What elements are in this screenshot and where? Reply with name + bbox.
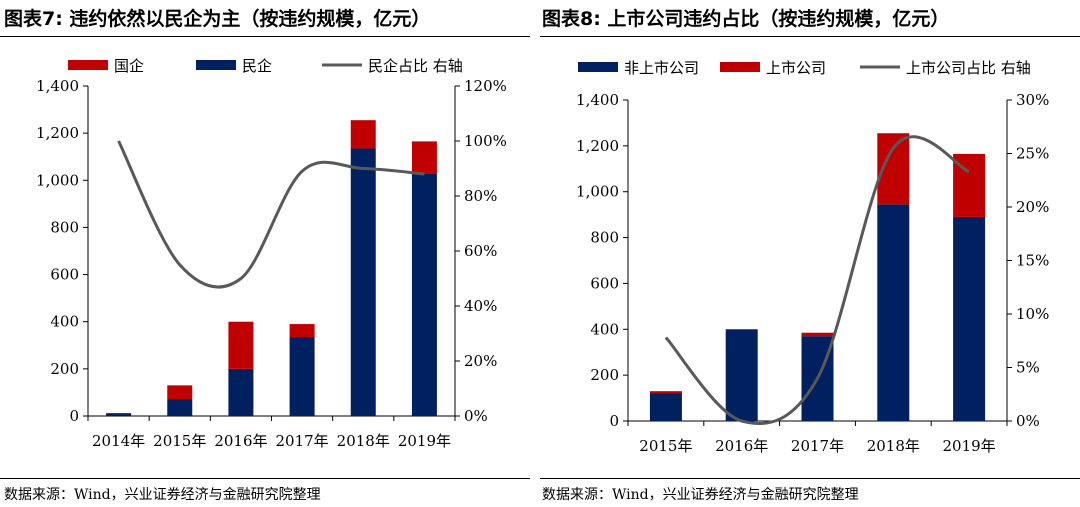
legend-swatch-上市公司 (720, 62, 760, 72)
bar-民企-2015年 (167, 400, 192, 417)
x-tick-label: 2017年 (275, 432, 328, 450)
x-tick-label: 2015年 (639, 437, 692, 455)
y-left-tick-label: 600 (590, 274, 619, 292)
y-right-tick-label: 25% (1016, 145, 1049, 163)
x-tick-label: 2017年 (791, 437, 844, 455)
bar-国企-2019年 (412, 141, 437, 173)
legend-label-国企: 国企 (114, 57, 144, 75)
y-right-tick-label: 5% (1016, 359, 1040, 377)
legend-label-民企占比 右轴: 民企占比 右轴 (368, 57, 463, 75)
legend-label-民企: 民企 (242, 57, 272, 75)
bar-民企-2014年 (106, 413, 131, 416)
y-right-tick-label: 80% (464, 187, 497, 205)
y-left-tick-label: 600 (50, 266, 79, 284)
y-right-tick-label: 0% (1016, 412, 1040, 430)
bar-非上市公司-2019年 (953, 217, 985, 421)
bar-民企-2018年 (351, 148, 376, 416)
figure-7-chart: 0 200 400 600 800 1,000 1,200 1,400 0% 20% 40% 60% 8… (0, 40, 530, 472)
y-left-tick-label: 1,200 (576, 137, 619, 155)
y-right-tick-label: 40% (464, 297, 497, 315)
legend-label-上市公司占比 右轴: 上市公司占比 右轴 (906, 59, 1031, 77)
figure-7-panel: 图表7: 违约依然以民企为主（按违约规模，亿元） 0 200 400 600 800 1,… (0, 0, 540, 507)
y-right-tick-label: 15% (1016, 252, 1049, 270)
figure-8-source: 数据来源：Wind，兴业证券经济与金融研究院整理 (542, 484, 859, 504)
legend-swatch-国企 (68, 60, 108, 70)
bar-国企-2017年 (290, 324, 315, 337)
y-left-tick-label: 200 (50, 360, 79, 378)
y-right-tick-label: 120% (464, 77, 507, 95)
y-left-tick-label: 200 (590, 366, 619, 384)
x-tick-label: 2016年 (715, 437, 768, 455)
bar-非上市公司-2018年 (877, 204, 909, 421)
x-tick-label: 2018年 (867, 437, 920, 455)
bar-民企-2019年 (412, 173, 437, 416)
y-left-tick-label: 800 (590, 229, 619, 247)
bar-非上市公司-2016年 (726, 329, 758, 421)
legend-label-上市公司: 上市公司 (766, 59, 826, 77)
series-line-上市公司占比 右轴 (666, 137, 969, 424)
figure-7-title: 图表7: 违约依然以民企为主（按违约规模，亿元） (4, 4, 430, 31)
y-right-tick-label: 20% (1016, 198, 1049, 216)
y-right-tick-label: 0% (464, 407, 488, 425)
x-tick-label: 2014年 (92, 432, 145, 450)
bar-国企-2015年 (167, 385, 192, 399)
y-right-tick-label: 30% (1016, 91, 1049, 109)
legend-swatch-非上市公司 (578, 62, 618, 72)
x-tick-label: 2015年 (153, 432, 206, 450)
bar-民企-2016年 (228, 369, 253, 416)
figure-7-source: 数据来源：Wind，兴业证券经济与金融研究院整理 (4, 484, 321, 504)
y-right-tick-label: 60% (464, 242, 497, 260)
y-left-tick-label: 1,200 (36, 124, 79, 142)
figure-8-chart: 0 200 400 600 800 1,000 1,200 1,400 0% 5% 10% 15% 20… (540, 40, 1080, 472)
bar-上市公司-2017年 (802, 333, 834, 336)
bar-非上市公司-2015年 (650, 393, 682, 421)
y-left-tick-label: 1,400 (576, 91, 619, 109)
figure-7-source-rule (0, 478, 530, 479)
y-right-tick-label: 100% (464, 132, 507, 150)
series-line-民企占比 右轴 (119, 141, 425, 287)
legend-label-非上市公司: 非上市公司 (624, 59, 699, 77)
y-left-tick-label: 400 (50, 313, 79, 331)
figure-8-title: 图表8: 上市公司违约占比（按违约规模，亿元） (542, 4, 949, 31)
legend-swatch-民企 (196, 60, 236, 70)
x-tick-label: 2016年 (214, 432, 267, 450)
y-left-tick-label: 1,000 (36, 171, 79, 189)
x-tick-label: 2019年 (398, 432, 451, 450)
x-tick-label: 2019年 (943, 437, 996, 455)
figure-7-title-rule (0, 36, 530, 37)
bar-上市公司-2015年 (650, 391, 682, 393)
bar-国企-2018年 (351, 120, 376, 148)
figure-8-panel: 图表8: 上市公司违约占比（按违约规模，亿元） 0 200 400 600 800 1,0… (540, 0, 1080, 507)
y-left-tick-label: 0 (69, 407, 79, 425)
y-left-tick-label: 0 (609, 412, 619, 430)
y-left-tick-label: 1,400 (36, 77, 79, 95)
y-left-tick-label: 800 (50, 218, 79, 236)
figure-8-title-rule (540, 36, 1080, 37)
figure-8-source-rule (540, 478, 1080, 479)
y-right-tick-label: 20% (464, 352, 497, 370)
y-left-tick-label: 400 (590, 320, 619, 338)
x-tick-label: 2018年 (337, 432, 390, 450)
bar-民企-2017年 (290, 337, 315, 416)
y-right-tick-label: 10% (1016, 305, 1049, 323)
y-left-tick-label: 1,000 (576, 183, 619, 201)
bar-国企-2016年 (228, 322, 253, 369)
